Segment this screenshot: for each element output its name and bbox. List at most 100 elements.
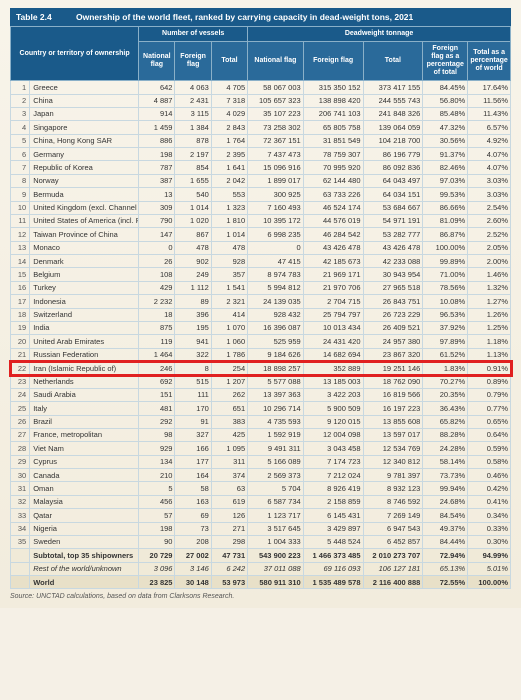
cell-value: 18 [139,308,175,321]
cell-value: 5 448 524 [303,535,363,548]
hdr-v-total: Total [211,42,247,81]
table-row: 28Viet Nam9291661 0959 491 3113 043 4581… [11,442,511,455]
cell-value: 86 196 779 [363,148,423,161]
table-row: 8Norway3871 6552 0421 899 01762 144 4806… [11,174,511,187]
cell-value: 99.94% [423,482,468,495]
cell-value: 327 [175,428,211,441]
cell-value: 7 160 493 [248,201,304,214]
cell-rank: 31 [11,482,30,495]
cell-value: 64 034 151 [363,188,423,201]
cell-value: 2 197 [175,148,211,161]
cell-value: 1 459 [139,121,175,134]
cell-value: 198 [139,148,175,161]
cell-value: 8 974 783 [248,268,304,281]
cell-value: 12 534 769 [363,442,423,455]
cell-value: 692 [139,375,175,388]
cell-rank: 23 [11,375,30,388]
table-row: 32Malaysia4561636196 587 7342 158 8598 7… [11,495,511,508]
cell-value: 1 014 [175,201,211,214]
table-row: World23 82530 14853 973580 911 3101 535 … [11,576,511,589]
cell-value: 0.30% [468,535,511,548]
cell-value: 73 [175,522,211,535]
table-row: 34Nigeria198732713 517 6453 429 8976 947… [11,522,511,535]
cell-value: 16 197 223 [363,402,423,415]
table-row: 7Republic of Korea7878541 64115 096 9167… [11,161,511,174]
cell-value: 0.59% [468,442,511,455]
cell-value: 8 926 419 [303,482,363,495]
cell-value: 553 [211,188,247,201]
cell-country: Cyprus [30,455,139,468]
table-row: 22Iran (Islamic Republic of)246825418 89… [11,362,511,375]
cell-value: 0.89% [468,375,511,388]
cell-rank: 4 [11,121,30,134]
cell-value: 86 092 836 [363,161,423,174]
cell-value: 138 898 420 [303,94,363,107]
cell-value: 24 431 420 [303,335,363,348]
cell-country: Greece [30,81,139,94]
table-row: 17Indonesia2 232892 32124 139 0352 704 7… [11,295,511,308]
cell-value: 1.83% [423,362,468,375]
cell-rank: 21 [11,348,30,361]
cell-value: 878 [175,134,211,147]
cell-value: 16 396 087 [248,321,304,334]
cell-value: 0.33% [468,522,511,535]
cell-value: 0.65% [468,415,511,428]
cell-value: 47 415 [248,255,304,268]
cell-value: 1 014 [211,228,247,241]
cell-value: 1 899 017 [248,174,304,187]
cell-value: 2.05% [468,241,511,254]
cell-rank: 2 [11,94,30,107]
cell-value: 91 [175,415,211,428]
cell-value: 254 [211,362,247,375]
cell-value: 12 340 812 [363,455,423,468]
table-row: 18Switzerland18396414928 43225 794 79726… [11,308,511,321]
cell-value: 170 [175,402,211,415]
table-row: 33Qatar57691261 123 7176 145 4317 269 14… [11,509,511,522]
cell-value: 91.37% [423,148,468,161]
cell-value: 8 932 123 [363,482,423,495]
cell-value: 26 723 229 [363,308,423,321]
cell-value: 2 158 859 [303,495,363,508]
cell-value: 19 251 146 [363,362,423,375]
source-note: Source: UNCTAD calculations, based on da… [10,589,511,600]
cell-value: 100.00% [468,576,511,589]
table-row: 25Italy48117065110 296 7145 900 50916 19… [11,402,511,415]
cell-value: 7 212 024 [303,469,363,482]
cell-value: 1.18% [468,335,511,348]
cell-value: 63 733 226 [303,188,363,201]
cell-value: 31 851 549 [303,134,363,147]
cell-country: Bermuda [30,188,139,201]
cell-value: 13 185 003 [303,375,363,388]
hdr-d-total: Total [363,42,423,81]
cell-value: 53 684 667 [363,201,423,214]
cell-value: 47.32% [423,121,468,134]
cell-value: 456 [139,495,175,508]
cell-value: 5 166 089 [248,455,304,468]
cell-value: 177 [175,455,211,468]
cell-value: 37.92% [423,321,468,334]
cell-value: 108 [139,268,175,281]
cell-value: 13 597 017 [363,428,423,441]
cell-value: 10 296 714 [248,402,304,415]
table-row: 14Denmark2690292847 41542 185 67342 233 … [11,255,511,268]
cell-value: 1 466 373 485 [303,549,363,562]
table-row: 27France, metropolitan983274251 592 9191… [11,428,511,441]
cell-value: 3.03% [468,174,511,187]
table-row: 29Cyprus1341773115 166 0897 174 72312 34… [11,455,511,468]
cell-value: 98 [139,428,175,441]
cell-value: 21 969 171 [303,268,363,281]
cell-value: 425 [211,428,247,441]
cell-value: 5 577 088 [248,375,304,388]
cell-value: 396 [175,308,211,321]
cell-value: 1.46% [468,268,511,281]
cell-value: 6 145 431 [303,509,363,522]
cell-country: France, metropolitan [30,428,139,441]
cell-rank: 17 [11,295,30,308]
cell-value: 164 [175,469,211,482]
cell-value: 12 004 098 [303,428,363,441]
cell-country: Qatar [30,509,139,522]
cell-country: Malaysia [30,495,139,508]
cell-value: 84.45% [423,81,468,94]
cell-value: 4 705 [211,81,247,94]
cell-value: 2 321 [211,295,247,308]
